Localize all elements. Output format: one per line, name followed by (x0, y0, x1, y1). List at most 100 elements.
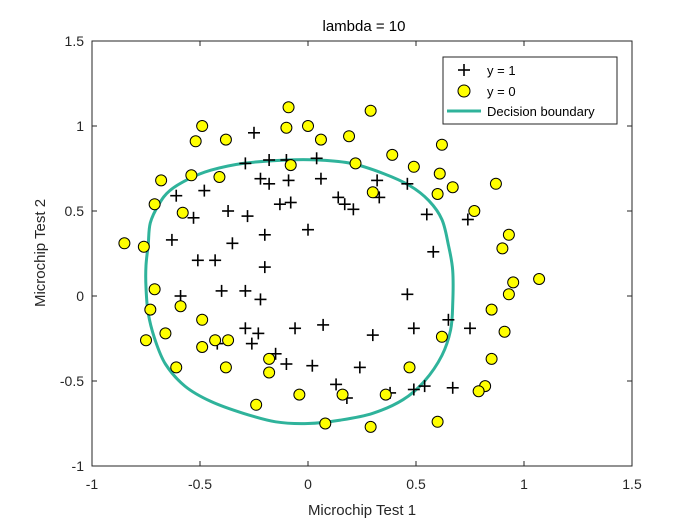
data-point-negative (118, 237, 131, 250)
data-point-positive (347, 203, 360, 216)
data-point-negative (431, 188, 444, 200)
data-point-negative (407, 160, 420, 173)
data-point-positive (226, 237, 239, 250)
data-point-positive (446, 381, 459, 394)
y-axis-label: Microchip Test 2 (32, 199, 49, 307)
chart-title: lambda = 10 (323, 18, 406, 35)
legend-label-positive: y = 1 (487, 63, 516, 78)
data-point-negative (196, 313, 209, 326)
data-point-negative (263, 352, 276, 365)
y-axis: -1 -0.5 0 0.5 1 1.5 (60, 33, 632, 474)
data-point-negative (222, 334, 235, 347)
y-tick-label: -1 (72, 458, 85, 474)
data-point-positive (461, 213, 474, 226)
data-point-negative (263, 366, 276, 379)
x-tick-label: -0.5 (188, 476, 212, 492)
y-tick-label: 1 (76, 118, 84, 134)
data-point-positive (198, 184, 211, 197)
data-point-positive (310, 152, 323, 165)
data-point-positive (280, 358, 293, 370)
data-point-negative (433, 167, 446, 180)
data-point-positive (314, 172, 327, 185)
data-point-negative (507, 276, 520, 289)
data-point-negative (533, 273, 546, 285)
data-point-negative (302, 120, 314, 132)
data-point-positive (366, 329, 379, 342)
data-point-positive (332, 191, 345, 204)
data-point-negative (213, 171, 226, 183)
legend: y = 1 y = 0 Decision boundary (442, 56, 618, 125)
data-point-positive (371, 174, 384, 187)
data-point-positive (464, 322, 476, 335)
data-point-positive (442, 313, 455, 326)
data-point-positive (209, 254, 222, 267)
x-axis: -1 -0.5 0 0.5 1 1.5 (86, 41, 642, 492)
data-point-positive (191, 254, 204, 267)
data-point-negative (140, 334, 152, 347)
x-tick-label: 0 (304, 476, 312, 492)
decision-boundary-curve (144, 158, 455, 426)
data-point-positive (338, 198, 351, 211)
data-point-negative (284, 159, 297, 172)
data-point-negative (137, 240, 150, 253)
data-point-negative (496, 242, 509, 255)
data-point-negative (336, 388, 349, 401)
data-point-positive (407, 322, 420, 335)
data-point-positive (401, 177, 414, 190)
data-point-positive (418, 380, 431, 393)
data-point-positive (241, 210, 254, 223)
data-point-negative (386, 148, 399, 161)
points-layer (118, 101, 546, 433)
data-point-positive (317, 318, 330, 331)
x-tick-label: -1 (86, 476, 99, 492)
legend-marker-plus (458, 64, 470, 76)
data-point-negative (364, 420, 377, 433)
data-point-negative (144, 303, 157, 316)
data-point-positive (284, 196, 297, 209)
data-point-positive (187, 211, 200, 224)
data-point-positive (420, 208, 433, 221)
data-point-negative (502, 228, 515, 241)
data-point-positive (254, 172, 267, 185)
data-point-negative (468, 205, 481, 217)
data-point-positive (165, 233, 178, 246)
data-point-negative (364, 104, 377, 117)
data-point-positive (330, 378, 343, 391)
data-point-negative (343, 130, 356, 143)
data-point-negative (196, 120, 209, 132)
data-point-positive (427, 245, 440, 258)
data-point-positive (170, 189, 183, 202)
data-point-positive (245, 337, 258, 350)
data-point-positive (174, 290, 187, 302)
data-point-negative (379, 388, 392, 401)
data-point-negative (472, 385, 485, 398)
legend-marker-circle (457, 84, 471, 98)
data-point-negative (155, 174, 168, 187)
data-point-positive (239, 284, 252, 297)
y-tick-label: 0 (76, 288, 84, 304)
data-point-negative (159, 327, 172, 340)
data-point-negative (189, 135, 202, 148)
x-tick-label: 0.5 (406, 476, 426, 492)
data-point-negative (435, 330, 448, 343)
data-point-positive (289, 322, 302, 335)
data-point-negative (219, 361, 232, 374)
data-point-negative (431, 415, 444, 428)
x-tick-label: 1.5 (622, 476, 642, 492)
data-point-positive (215, 284, 228, 297)
data-point-negative (435, 138, 448, 151)
data-point-negative (282, 101, 295, 114)
data-point-positive (239, 322, 252, 335)
data-point-positive (239, 157, 252, 170)
y-tick-label: -0.5 (60, 373, 84, 389)
data-point-negative (176, 206, 189, 219)
data-point-negative (293, 388, 306, 401)
data-point-positive (273, 198, 286, 211)
data-point-positive (254, 293, 267, 306)
y-tick-label: 0.5 (65, 203, 85, 219)
data-point-positive (353, 361, 366, 374)
data-point-negative (314, 133, 327, 146)
data-point-positive (258, 261, 271, 274)
data-point-negative (219, 133, 232, 146)
data-point-negative (319, 417, 332, 430)
